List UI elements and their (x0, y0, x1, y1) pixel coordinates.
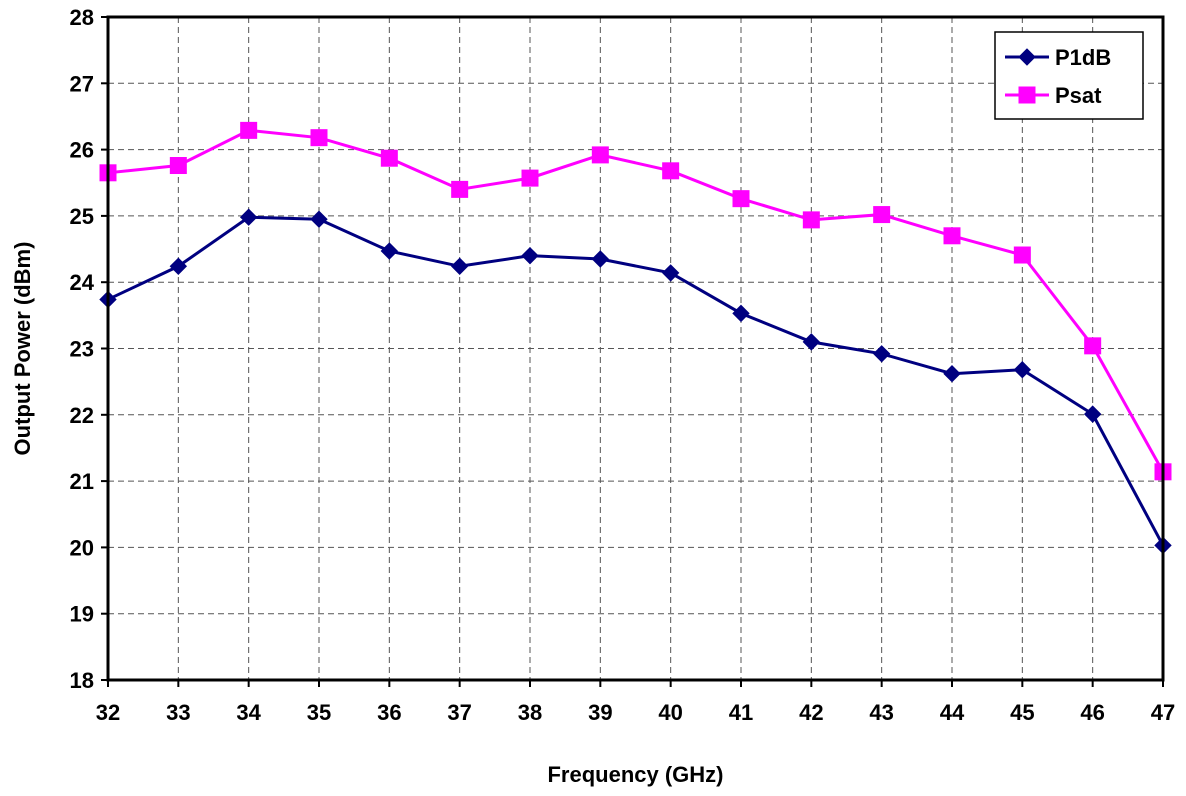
y-tick-label: 24 (70, 270, 95, 295)
data-point-psat (451, 180, 469, 198)
data-point-psat (310, 129, 328, 147)
y-tick-label: 22 (70, 403, 94, 428)
data-point-p1db (380, 242, 399, 260)
x-tick-label: 41 (729, 700, 753, 725)
legend-box (994, 31, 1144, 120)
data-point-p1db (239, 208, 258, 226)
data-point-psat (873, 206, 891, 224)
data-point-psat (591, 146, 609, 164)
data-point-p1db (310, 210, 328, 228)
data-point-psat (521, 169, 539, 187)
data-point-psat (802, 211, 820, 229)
legend-marker (1018, 48, 1036, 66)
data-point-psat (1013, 246, 1031, 264)
data-point-p1db (169, 257, 188, 275)
data-point-p1db (1013, 361, 1032, 379)
data-point-p1db (450, 257, 469, 275)
data-point-psat (169, 157, 187, 175)
data-point-psat (240, 121, 258, 139)
x-tick-label: 42 (799, 700, 823, 725)
x-tick-label: 44 (940, 700, 965, 725)
y-tick-label: 20 (70, 535, 94, 560)
series-line-psat (107, 128, 1165, 473)
series-layer (99, 121, 1172, 555)
series-line-p1db (107, 215, 1165, 547)
data-point-p1db (1083, 405, 1102, 423)
x-tick-label: 36 (377, 700, 401, 725)
data-point-p1db (802, 333, 821, 351)
x-tick-label: 33 (166, 700, 190, 725)
y-tick-label: 28 (70, 5, 94, 30)
data-point-psat (662, 162, 680, 180)
x-tick-label: 40 (658, 700, 682, 725)
data-point-p1db (943, 364, 961, 383)
data-point-p1db (732, 304, 750, 323)
y-tick-label: 18 (70, 668, 94, 693)
series-psat (99, 121, 1172, 481)
x-tick-label: 39 (588, 700, 612, 725)
y-tick-label: 19 (70, 602, 94, 627)
x-tick-label: 47 (1151, 700, 1175, 725)
y-tick-label: 27 (70, 71, 94, 96)
x-tick-label: 46 (1080, 700, 1104, 725)
data-point-p1db (872, 345, 891, 363)
y-tick-label: 26 (70, 138, 94, 163)
y-tick-label: 23 (70, 337, 94, 362)
series-p1db (99, 208, 1172, 555)
tick-labels: 32 33 34 35 36 37 38 39 40 41 42 43 44 45 46 47 18 19 20 21… (70, 5, 1176, 725)
data-point-p1db (591, 250, 610, 268)
legend-item-p1db: P1dB (1005, 45, 1111, 70)
x-tick-label: 43 (869, 700, 893, 725)
x-tick-label: 35 (307, 700, 331, 725)
legend: P1dB Psat (994, 31, 1144, 120)
data-point-psat (1084, 337, 1102, 355)
y-axis-title: Output Power (dBm) (10, 242, 35, 456)
x-tick-label: 32 (96, 700, 120, 725)
data-point-psat (732, 190, 750, 208)
legend-label: P1dB (1055, 45, 1111, 70)
legend-label: Psat (1055, 83, 1102, 108)
x-tick-label: 34 (236, 700, 261, 725)
data-point-psat (380, 149, 398, 167)
x-tick-label: 37 (447, 700, 471, 725)
data-point-p1db (521, 246, 539, 265)
legend-marker (1018, 86, 1036, 104)
data-point-p1db (661, 264, 680, 282)
x-tick-label: 38 (518, 700, 542, 725)
data-point-psat (943, 227, 961, 245)
legend-item-psat: Psat (1005, 83, 1102, 108)
y-tick-label: 21 (70, 469, 94, 494)
y-tick-label: 25 (70, 204, 94, 229)
x-axis-title: Frequency (GHz) (547, 762, 723, 787)
x-tick-label: 45 (1010, 700, 1034, 725)
